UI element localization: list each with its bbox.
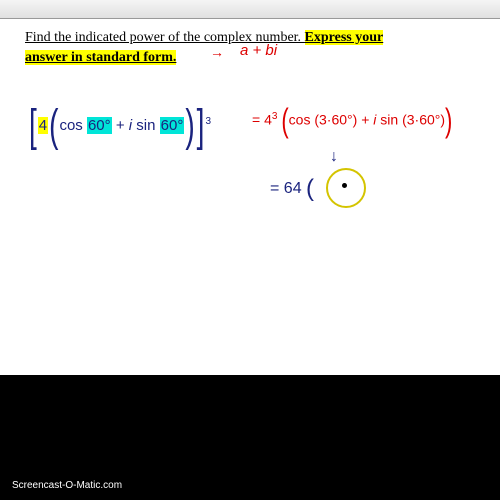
sin-txt: sin <box>136 117 155 134</box>
prompt-emph2: answer in standard form. <box>25 50 176 65</box>
modulus: 4 <box>38 117 48 134</box>
angle2: 60° <box>160 117 185 134</box>
whiteboard-area: Find the indicated power of the complex … <box>0 0 500 375</box>
angle1: 60° <box>87 117 112 134</box>
sin2: sin <box>380 112 398 128</box>
equation-simplified: = 64 ( <box>270 175 314 203</box>
result-64: 64 <box>284 180 302 197</box>
question-prompt: Find the indicated power of the complex … <box>25 28 383 67</box>
mult2: 3·60° <box>407 112 441 128</box>
cursor-highlight-circle <box>326 168 366 208</box>
down-arrow-icon: ↓ <box>330 148 338 166</box>
prompt-emph1: Express your <box>305 30 384 45</box>
screenshot-canvas: Find the indicated power of the complex … <box>0 0 500 500</box>
cos2: cos <box>289 112 311 128</box>
cursor-dot <box>342 183 347 188</box>
equation-left: [4(cos 60° + i sin 60°)]3 <box>28 110 211 142</box>
power: 3 <box>205 116 211 127</box>
mult1: 3·60° <box>319 112 353 128</box>
cos-txt: cos <box>59 117 82 134</box>
pow2: 3 <box>272 111 278 122</box>
standard-form-hint: a + bi <box>240 42 277 59</box>
equation-right: = 43 (cos (3·60°) + i sin (3·60°)) <box>252 108 452 134</box>
arrow-icon: → <box>210 44 224 60</box>
watermark: Screencast-O-Matic.com <box>6 477 128 494</box>
mod2: 4 <box>264 112 272 128</box>
window-titlebar <box>0 0 500 19</box>
